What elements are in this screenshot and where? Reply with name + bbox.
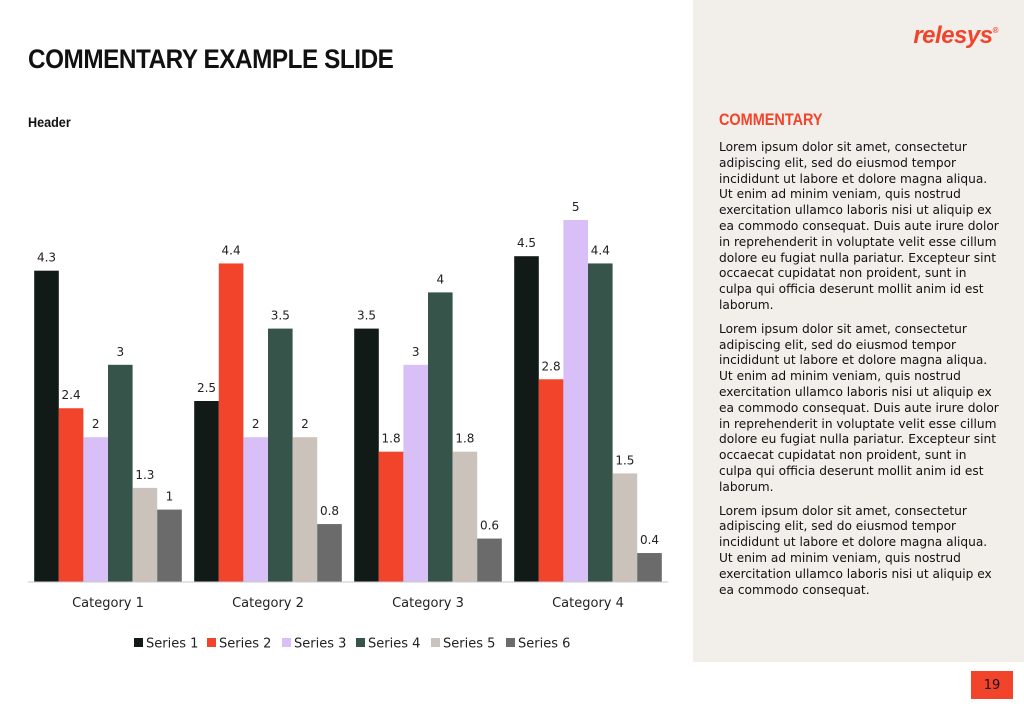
bar-series-1-category-3	[354, 328, 379, 582]
commentary-title: COMMENTARY	[719, 110, 823, 129]
data-label: 2.4	[62, 388, 81, 402]
bar-series-1-category-2	[194, 401, 219, 582]
commentary-paragraph: Lorem ipsum dolor sit amet, consectetur …	[719, 503, 992, 597]
category-label: Category 2	[232, 596, 304, 611]
data-label: 2	[301, 417, 309, 431]
value-labels-layer: 4.3 2.4 2 3 1.3 1 2.5 4.4 2 3.5 2 0.8 3.5 1.8 3 4 1.8 0.6…	[37, 200, 659, 547]
bar-series-2-category-1	[58, 408, 84, 582]
legend-label: Series 2	[219, 637, 271, 652]
slide-title: COMMENTARY EXAMPLE SLIDE	[28, 44, 394, 74]
bar-series-4-category-3	[428, 292, 453, 582]
bar-series-1-category-4	[514, 256, 539, 582]
bar-series-6-category-1	[157, 509, 182, 582]
bar-series-6-category-3	[477, 538, 502, 582]
legend-label: Series 6	[518, 637, 570, 652]
bar-series-1-category-1	[34, 270, 59, 582]
data-label: 3.5	[271, 309, 290, 323]
bar-series-2-category-2	[218, 263, 244, 582]
data-label: 0.4	[640, 533, 659, 547]
data-label: 1.5	[615, 453, 634, 467]
bar-series-6-category-2	[317, 524, 342, 582]
data-label: 2	[92, 417, 100, 431]
data-label: 3	[412, 345, 420, 359]
data-label: 2.5	[197, 381, 216, 395]
chart-header: Header	[28, 114, 71, 130]
category-label: Category 3	[392, 596, 464, 611]
legend-swatch	[207, 638, 216, 647]
bar-series-6-category-4	[637, 553, 662, 582]
data-label: 2.8	[542, 359, 561, 373]
data-label: 1.8	[382, 432, 401, 446]
bar-series-2-category-4	[538, 379, 564, 582]
bar-series-3-category-1	[83, 437, 108, 582]
legend-swatch	[431, 638, 440, 647]
legend-swatch	[134, 638, 143, 647]
data-label: 3.5	[357, 309, 376, 323]
category-labels-layer: Category 1 Category 2 Category 3 Category 4	[72, 596, 624, 611]
data-label: 4.3	[37, 251, 56, 265]
page-number: 19	[971, 671, 1013, 699]
legend-label: Series 4	[368, 637, 420, 652]
commentary-body: Lorem ipsum dolor sit amet, consectetur …	[719, 140, 1001, 606]
bar-series-2-category-3	[378, 451, 404, 582]
commentary-panel: relesys® COMMENTARY Lorem ipsum dolor si…	[693, 0, 1024, 662]
data-label: 0.6	[480, 519, 499, 533]
data-label: 3	[116, 345, 124, 359]
commentary-paragraph: Lorem ipsum dolor sit amet, consectetur …	[719, 140, 999, 312]
brand-logo: relesys®	[913, 22, 998, 50]
data-label: 4.4	[222, 243, 241, 257]
registered-mark: ®	[992, 26, 999, 35]
bar-series-4-category-4	[588, 263, 613, 582]
data-label: 1.8	[455, 432, 474, 446]
category-label: Category 1	[72, 596, 144, 611]
commentary-paragraph: Lorem ipsum dolor sit amet, consectetur …	[719, 321, 999, 494]
data-label: 2	[252, 417, 260, 431]
bar-chart: 4.3 2.4 2 3 1.3 1 2.5 4.4 2 3.5 2 0.8 3.5 1.8 3 4 1.8 0.6…	[28, 200, 668, 652]
bar-series-3-category-3	[403, 364, 428, 582]
legend-swatch	[356, 638, 365, 647]
category-label: Category 4	[552, 596, 624, 611]
brand-logo-text: relesys	[913, 22, 993, 49]
bar-series-5-category-4	[612, 473, 638, 582]
bar-series-5-category-1	[132, 487, 158, 582]
legend-swatch	[282, 638, 291, 647]
bars-layer	[34, 220, 662, 582]
bar-series-3-category-2	[243, 437, 268, 582]
legend-swatch	[506, 638, 515, 647]
bar-series-4-category-1	[108, 364, 133, 582]
data-label: 1.3	[135, 468, 154, 482]
data-label: 5	[572, 200, 580, 214]
bar-series-5-category-3	[452, 451, 478, 582]
data-label: 4.5	[517, 236, 536, 250]
legend: Series 1 Series 2 Series 3 Series 4 Series 5…	[134, 637, 570, 652]
legend-label: Series 5	[443, 637, 495, 652]
bar-series-3-category-4	[563, 220, 588, 582]
data-label: 4	[436, 272, 444, 286]
data-label: 4.4	[591, 243, 610, 257]
bar-series-4-category-2	[268, 328, 293, 582]
data-label: 0.8	[320, 504, 339, 518]
data-label: 1	[166, 490, 174, 504]
legend-label: Series 1	[146, 637, 198, 652]
legend-label: Series 3	[294, 637, 346, 652]
bar-series-5-category-2	[292, 437, 318, 582]
